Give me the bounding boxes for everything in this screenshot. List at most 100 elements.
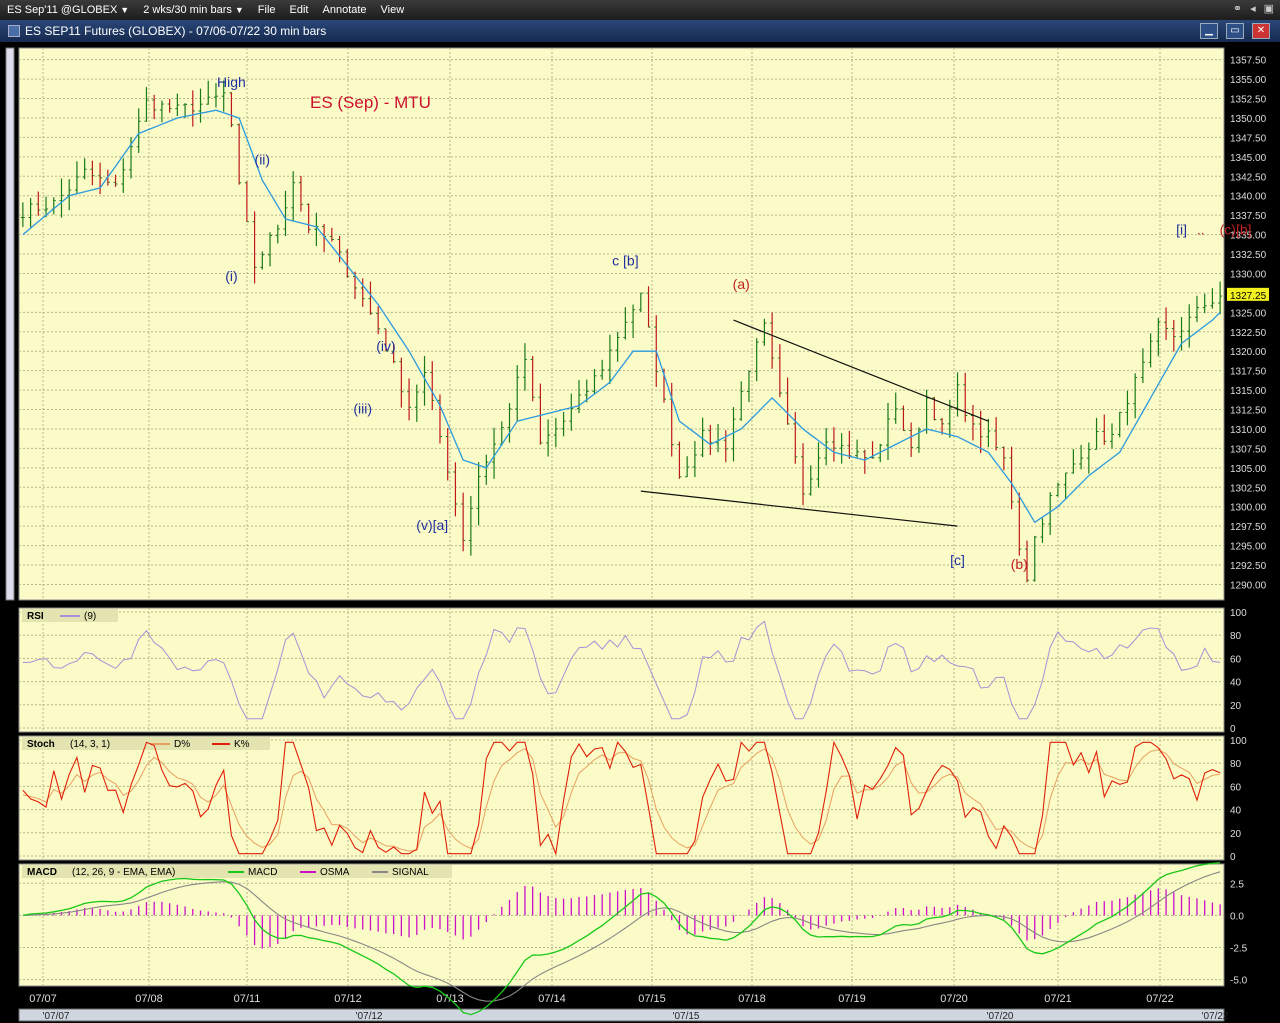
- macd-tick-label: 0.0: [1230, 911, 1244, 922]
- x-tick-label: 07/12: [334, 993, 362, 1005]
- price-bar: [816, 442, 821, 488]
- minimize-button[interactable]: ▁: [1200, 23, 1218, 39]
- y-tick-label: 1320.00: [1230, 347, 1267, 358]
- menu-annotate[interactable]: Annotate: [322, 4, 367, 16]
- price-bar: [383, 328, 388, 352]
- price-bar: [90, 160, 95, 186]
- price-bar: [1055, 482, 1060, 497]
- price-bar: [607, 334, 612, 384]
- macd-legend-label: MACD: [248, 867, 277, 878]
- price-bar: [831, 427, 836, 462]
- stoch-tick-label: 20: [1230, 829, 1242, 840]
- trendline: [640, 490, 958, 527]
- rsi-tick-label: 80: [1230, 631, 1242, 642]
- y-tick-label: 1322.50: [1230, 328, 1267, 339]
- price-bar: [229, 92, 234, 128]
- price-bar: [638, 292, 643, 313]
- price-bar: [376, 306, 381, 335]
- x-tick-label: 07/21: [1044, 993, 1072, 1005]
- wave-label: High: [217, 74, 246, 90]
- window-icon[interactable]: ▣: [1263, 3, 1274, 15]
- menu-edit[interactable]: Edit: [289, 4, 309, 16]
- price-bar: [237, 123, 242, 185]
- menu-file[interactable]: File: [257, 4, 276, 16]
- price-bar: [391, 344, 396, 364]
- price-bar: [121, 158, 126, 193]
- price-bar: [1001, 446, 1006, 471]
- y-tick-label: 1332.50: [1230, 250, 1267, 261]
- prev-icon[interactable]: ◂: [1250, 3, 1256, 15]
- price-bar: [252, 211, 257, 284]
- link-icon[interactable]: ⚭: [1232, 3, 1243, 15]
- macd-legend-label: SIGNAL: [392, 867, 429, 878]
- chart-title: ES (Sep) - MTU: [310, 93, 431, 112]
- chart-window-icon: [8, 25, 20, 37]
- close-button[interactable]: ✕: [1252, 23, 1270, 39]
- price-bar: [785, 377, 790, 425]
- price-bar: [407, 378, 412, 421]
- price-bar: [1025, 540, 1030, 583]
- price-bar: [940, 417, 945, 435]
- price-bar: [159, 100, 164, 123]
- price-bar: [808, 465, 813, 496]
- price-bar: [260, 251, 265, 270]
- y-tick-label: 1307.50: [1230, 444, 1267, 455]
- price-bar: [994, 417, 999, 451]
- signal-line: [22, 871, 1221, 1002]
- window-title-bar: ES SEP11 Futures (GLOBEX) - 07/06-07/22 …: [0, 20, 1280, 42]
- x-tick-label: 07/18: [738, 993, 766, 1005]
- price-bar: [1063, 472, 1068, 500]
- price-bar: [546, 419, 551, 457]
- y-tick-label: 1290.00: [1230, 580, 1267, 591]
- y-tick-label: 1295.00: [1230, 542, 1267, 553]
- price-bar: [1017, 492, 1022, 556]
- price-bar: [777, 344, 782, 398]
- symbol-selector[interactable]: ES Sep'11 @GLOBEX ▼: [7, 4, 130, 16]
- price-bar: [677, 441, 682, 479]
- stoch-tick-label: 60: [1230, 782, 1242, 793]
- rsi-tick-label: 20: [1230, 701, 1242, 712]
- y-tick-label: 1292.50: [1230, 561, 1267, 572]
- price-bar: [986, 418, 991, 448]
- stoch-k-line: [22, 740, 1221, 856]
- price-bar: [522, 343, 527, 391]
- x-tick-label: 07/08: [135, 993, 163, 1005]
- price-bar: [20, 202, 25, 228]
- price-bar: [1048, 492, 1053, 535]
- maximize-button[interactable]: ▭: [1226, 23, 1244, 39]
- price-bar: [592, 369, 597, 395]
- chart-svg[interactable]: 07/07 07/08 07/11 07/12 07/13 07/14 07/15 07/18…: [0, 42, 1280, 1023]
- panel-price: [18, 47, 1225, 601]
- price-bar: [1210, 288, 1215, 309]
- price-bar: [221, 80, 226, 112]
- wave-label: (a): [733, 276, 750, 292]
- price-bar: [932, 397, 937, 421]
- menu-view[interactable]: View: [380, 4, 405, 16]
- price-bar: [739, 381, 744, 421]
- price-bar: [692, 441, 697, 478]
- price-bar: [44, 196, 49, 218]
- price-bar: [437, 394, 442, 444]
- y-tick-label: 1302.50: [1230, 483, 1267, 494]
- time-scrollbar: [18, 1008, 1225, 1022]
- macd-line: [22, 861, 1221, 1016]
- window-title: ES SEP11 Futures (GLOBEX) - 07/06-07/22 …: [25, 24, 327, 38]
- price-bar: [167, 99, 172, 113]
- price-bar: [283, 190, 288, 237]
- stoch-d-line: [22, 747, 1221, 852]
- period-selector[interactable]: 2 wks/30 min bars ▼: [143, 4, 244, 16]
- price-bar: [723, 430, 728, 463]
- price-bar: [770, 312, 775, 369]
- time-scroll-tick: '07/07: [43, 1011, 70, 1022]
- price-bar: [623, 307, 628, 340]
- price-bar: [1117, 411, 1122, 438]
- price-bar: [206, 80, 211, 105]
- price-bar: [152, 94, 157, 120]
- time-scroll-tick: '07/12: [356, 1011, 383, 1022]
- price-bar: [461, 492, 466, 552]
- price-bar: [901, 405, 906, 432]
- price-bar: [1102, 414, 1107, 445]
- chart-area[interactable]: 07/07 07/08 07/11 07/12 07/13 07/14 07/15 07/18…: [0, 42, 1280, 1023]
- vertical-scrollbar: [5, 47, 15, 601]
- macd-tick-label: -2.5: [1230, 943, 1248, 954]
